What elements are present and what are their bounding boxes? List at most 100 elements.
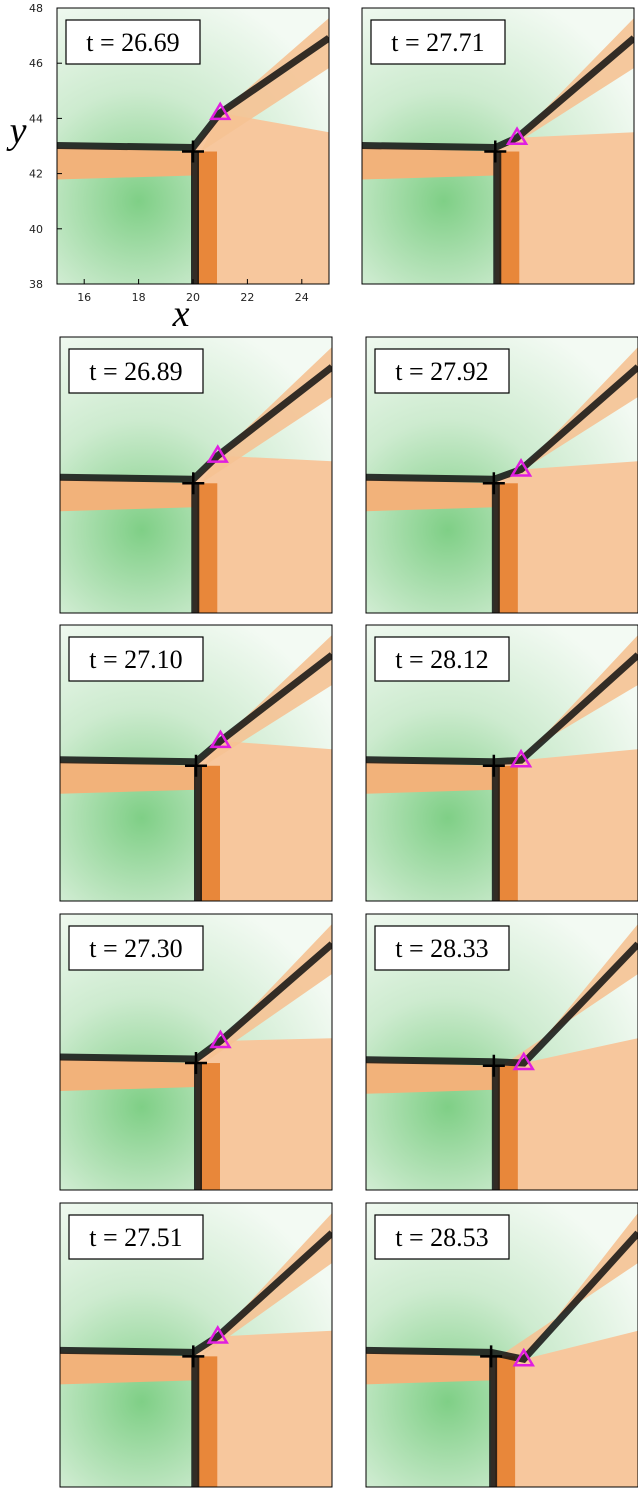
front xyxy=(366,941,638,1067)
title-box xyxy=(374,1214,510,1260)
orange-band xyxy=(366,1061,494,1094)
orange-band xyxy=(57,147,193,180)
orange-region xyxy=(495,132,634,284)
panel: t = 28.12 xyxy=(365,624,638,902)
frame xyxy=(365,913,638,1191)
panel: t = 27.10 xyxy=(59,624,333,902)
field xyxy=(366,625,638,901)
plus-marker xyxy=(482,472,505,495)
orange-band xyxy=(60,479,194,512)
orange-region xyxy=(193,112,329,284)
orange-region xyxy=(493,1038,638,1190)
frame xyxy=(59,1202,333,1488)
orange-stripe xyxy=(497,765,518,901)
title-box xyxy=(370,19,506,65)
triangle-marker xyxy=(208,101,232,121)
orange-stripe xyxy=(497,483,518,613)
panel: t = 27.51 xyxy=(59,1202,333,1488)
frame xyxy=(361,7,635,285)
front xyxy=(60,941,332,1063)
panel-title: t = 28.12 xyxy=(395,645,488,674)
frame xyxy=(365,336,638,614)
orange-band xyxy=(60,1059,196,1092)
triangle-marker xyxy=(512,1051,535,1071)
frame xyxy=(59,624,333,902)
orange-band xyxy=(60,761,196,794)
plus-marker xyxy=(185,754,207,777)
panel: t = 26.89 xyxy=(59,336,333,614)
front xyxy=(362,35,634,152)
front xyxy=(60,1230,332,1356)
orange-region xyxy=(193,1330,332,1487)
y-tick-label: 42 xyxy=(29,168,43,181)
title-box xyxy=(374,348,510,394)
panel: t = 27.71 xyxy=(361,7,635,285)
frame xyxy=(59,336,333,614)
y-tick-label: 40 xyxy=(29,223,43,236)
orange-band xyxy=(362,147,496,180)
triangle-marker xyxy=(505,126,529,145)
triangle-marker xyxy=(509,458,533,477)
plus-marker xyxy=(182,1345,205,1368)
orange-stripe xyxy=(200,1063,220,1190)
orange-stripe xyxy=(499,151,520,284)
orange-stripe xyxy=(497,1065,518,1190)
y-axis-label: y xyxy=(6,110,27,152)
orange-region xyxy=(196,740,332,901)
title-box xyxy=(68,636,204,682)
plus-marker xyxy=(480,1345,503,1368)
title-box xyxy=(374,925,510,971)
front xyxy=(57,35,329,152)
frame xyxy=(365,624,638,902)
y-tick-label: 48 xyxy=(29,2,43,15)
title-box xyxy=(68,925,204,971)
panel-title: t = 26.89 xyxy=(89,357,182,386)
panel-title: t = 27.10 xyxy=(89,645,182,674)
title-box xyxy=(68,348,204,394)
y-tick-label: 46 xyxy=(29,57,43,70)
x-tick-label: 20 xyxy=(186,291,200,304)
panel-title: t = 27.71 xyxy=(391,28,484,57)
panel: t = 28.33 xyxy=(365,913,638,1191)
triangle-marker xyxy=(512,1347,535,1367)
panel: t = 26.69 16 18 20 22 24 38 40 42 44 46 48 x y xyxy=(6,2,330,335)
front xyxy=(366,364,638,483)
title-box xyxy=(374,636,510,682)
frame xyxy=(59,913,333,1191)
title-box xyxy=(65,19,201,65)
panel-title: t = 28.53 xyxy=(395,1223,488,1252)
orange-band xyxy=(366,479,494,512)
plus-marker xyxy=(182,140,204,163)
triangle-marker xyxy=(206,1325,229,1344)
field xyxy=(60,1203,332,1487)
orange-band xyxy=(366,1352,492,1385)
orange-region xyxy=(493,461,638,613)
triangle-marker xyxy=(509,748,533,768)
orange-stripe xyxy=(200,765,220,901)
plus-marker xyxy=(482,754,505,777)
plus-marker xyxy=(185,1052,207,1075)
triangle-marker xyxy=(209,729,232,749)
panel: t = 27.30 xyxy=(59,913,333,1191)
orange-stripe xyxy=(197,1356,218,1487)
orange-band xyxy=(501,635,638,766)
orange-band xyxy=(366,761,494,794)
orange-stripe xyxy=(495,1356,516,1487)
panel-title: t = 27.51 xyxy=(89,1223,182,1252)
x-axis-label: x xyxy=(172,293,190,335)
panel-title: t = 27.92 xyxy=(395,357,488,386)
orange-region xyxy=(196,1038,332,1190)
title-box xyxy=(68,1214,204,1260)
y-tick-label: 44 xyxy=(29,112,43,125)
panel: t = 27.92 xyxy=(365,336,638,614)
triangle-marker xyxy=(206,444,229,463)
plus-marker xyxy=(482,1054,505,1077)
x-tick-label: 18 xyxy=(132,291,146,304)
front xyxy=(60,364,332,483)
orange-stripe xyxy=(197,483,218,613)
front xyxy=(366,652,638,766)
orange-region xyxy=(491,1330,638,1487)
panel-title: t = 26.69 xyxy=(86,28,179,57)
y-tick-label: 38 xyxy=(29,278,43,291)
